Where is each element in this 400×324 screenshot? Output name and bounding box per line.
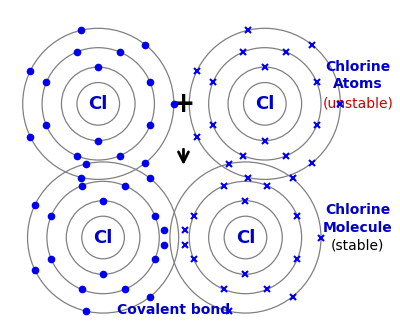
Text: (stable): (stable) bbox=[331, 238, 384, 252]
Text: (unstable): (unstable) bbox=[322, 97, 393, 111]
Text: Molecule: Molecule bbox=[323, 221, 393, 235]
Text: Cl: Cl bbox=[88, 95, 108, 113]
Text: Chlorine: Chlorine bbox=[325, 203, 390, 217]
Text: Cl: Cl bbox=[236, 228, 255, 247]
Text: Chlorine: Chlorine bbox=[325, 60, 390, 74]
Text: Cl: Cl bbox=[255, 95, 274, 113]
Text: Atoms: Atoms bbox=[333, 77, 383, 91]
Text: Covalent bond: Covalent bond bbox=[117, 303, 230, 317]
Text: Cl: Cl bbox=[94, 228, 113, 247]
Text: +: + bbox=[172, 90, 195, 118]
